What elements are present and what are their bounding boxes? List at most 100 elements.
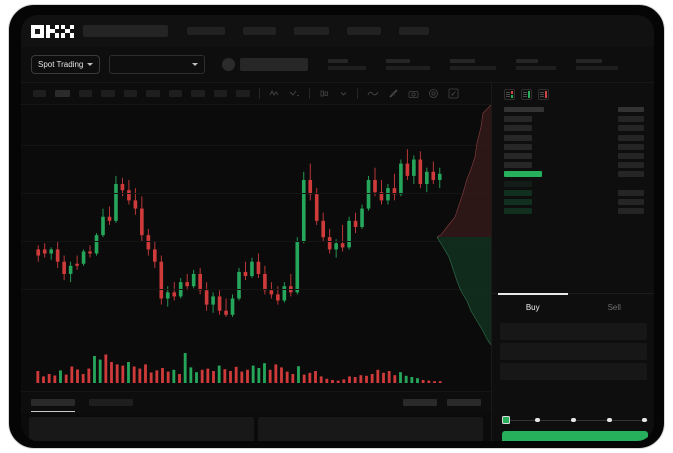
place-buy-order-button[interactable]	[502, 431, 648, 441]
tf-5m[interactable]	[55, 90, 70, 97]
ask-row-3[interactable]	[504, 134, 644, 141]
bottom-tabs-left	[31, 399, 133, 412]
tf-more[interactable]	[236, 90, 250, 97]
last-price-placeholder	[240, 58, 309, 71]
nav-search-placeholder[interactable]	[83, 25, 168, 37]
camera-icon[interactable]	[408, 89, 419, 99]
order-book-rows	[492, 104, 654, 215]
amount-percent-slider[interactable]	[502, 415, 648, 425]
volume-svg	[36, 353, 442, 383]
indicator-icon[interactable]	[269, 89, 280, 98]
tab-buy-label: Buy	[525, 303, 540, 312]
spot-trading-dropdown[interactable]: Spot Trading	[31, 55, 101, 74]
okx-logo[interactable]	[31, 24, 75, 38]
line-chart-icon[interactable]	[367, 89, 379, 98]
slider-stop-25[interactable]	[535, 417, 540, 423]
bid-row-4-price	[504, 208, 532, 215]
ask-row-1-price	[504, 116, 532, 123]
ask-row-2-price	[504, 125, 532, 132]
tab-tools[interactable]	[447, 399, 481, 406]
stat-24h-high	[450, 59, 497, 70]
ask-row-6[interactable]	[504, 162, 644, 169]
chart-type-chevron-icon[interactable]	[339, 89, 348, 98]
tab-open-orders[interactable]	[31, 399, 75, 412]
nav-item-2[interactable]	[243, 27, 276, 35]
nav-item-1[interactable]	[187, 27, 225, 35]
ask-row-1-size	[618, 116, 644, 123]
magnet-icon[interactable]	[388, 88, 399, 99]
ask-row-2-size	[618, 125, 644, 132]
coin-avatar	[222, 58, 236, 71]
tab-sell-label: Sell	[607, 303, 621, 312]
tf-15m[interactable]	[79, 90, 92, 97]
volume-chart	[21, 345, 491, 391]
market-stats	[308, 59, 619, 70]
ask-row-5[interactable]	[504, 152, 644, 159]
orderbook-bids-icon[interactable]	[521, 89, 532, 100]
ask-row-4[interactable]	[504, 143, 644, 150]
bid-row-4-size	[618, 208, 644, 215]
fullscreen-icon[interactable]	[448, 88, 459, 99]
ask-row-3-size	[618, 134, 644, 141]
orderbook-asks-icon[interactable]	[538, 89, 549, 100]
ask-row-2[interactable]	[504, 125, 644, 132]
tab-sell[interactable]: Sell	[574, 294, 655, 321]
slider-stop-75[interactable]	[607, 417, 612, 423]
stat-24h-volume	[576, 59, 619, 70]
trading-pair-select[interactable]	[109, 55, 206, 74]
chevron-down-icon	[192, 63, 199, 66]
chart-type-icon[interactable]	[319, 89, 330, 98]
bid-row-1-price	[504, 180, 532, 187]
order-price-field[interactable]	[500, 323, 647, 340]
tf-1h[interactable]	[124, 90, 137, 97]
bid-row-1[interactable]	[504, 180, 644, 187]
tf-4h[interactable]	[146, 90, 160, 97]
device-bezel: Spot Trading	[8, 4, 665, 449]
ask-row-5-price	[504, 152, 532, 159]
order-total-field[interactable]	[500, 363, 647, 380]
tab-assets[interactable]	[403, 399, 437, 406]
order-book-header	[504, 107, 644, 113]
nav-item-5[interactable]	[399, 27, 429, 35]
stat-last-price	[328, 59, 367, 70]
ask-row-1[interactable]	[504, 116, 644, 123]
ask-row-3-price	[504, 134, 532, 141]
bid-row-3-size	[618, 198, 644, 205]
slider-handle[interactable]	[502, 416, 510, 424]
orderbook-both-icon[interactable]	[504, 89, 515, 100]
order-amount-field[interactable]	[500, 343, 647, 360]
candlestick-chart[interactable]	[21, 105, 491, 345]
chart-toolbar	[21, 83, 491, 105]
market-header: Spot Trading	[21, 47, 654, 83]
bid-row-4[interactable]	[504, 208, 644, 215]
tab-buy[interactable]: Buy	[492, 293, 574, 321]
nav-item-4[interactable]	[347, 27, 381, 35]
bottom-content-panels	[21, 413, 491, 441]
tf-1w[interactable]	[191, 90, 205, 97]
indicator-chevron-icon[interactable]	[289, 89, 300, 98]
ask-row-6-size	[618, 162, 644, 169]
slider-stop-50[interactable]	[571, 417, 576, 423]
order-form-fields	[500, 323, 647, 380]
nav-item-3[interactable]	[294, 27, 329, 35]
tf-30m[interactable]	[101, 90, 115, 97]
tf-1m[interactable]	[33, 90, 46, 97]
bid-row-3[interactable]	[504, 198, 644, 205]
stat-24h-change	[386, 59, 431, 70]
slider-stop-100[interactable]	[642, 417, 647, 423]
tab-order-history[interactable]	[89, 399, 133, 406]
order-book-row-list	[504, 116, 644, 215]
toolbar-divider	[357, 88, 358, 99]
tf-1d[interactable]	[169, 90, 182, 97]
tf-1M[interactable]	[214, 90, 227, 97]
stat-24h-low	[516, 59, 557, 70]
bid-row-2-price	[504, 189, 532, 196]
bottom-panel-right	[258, 417, 483, 441]
settings-gear-icon[interactable]	[428, 88, 439, 99]
spread-row[interactable]	[504, 171, 644, 178]
order-book-view-toggles	[492, 83, 654, 104]
bid-row-2[interactable]	[504, 189, 644, 196]
bottom-tabs-right	[403, 399, 481, 406]
toolbar-divider	[259, 88, 260, 99]
ask-row-6-price	[504, 162, 532, 169]
